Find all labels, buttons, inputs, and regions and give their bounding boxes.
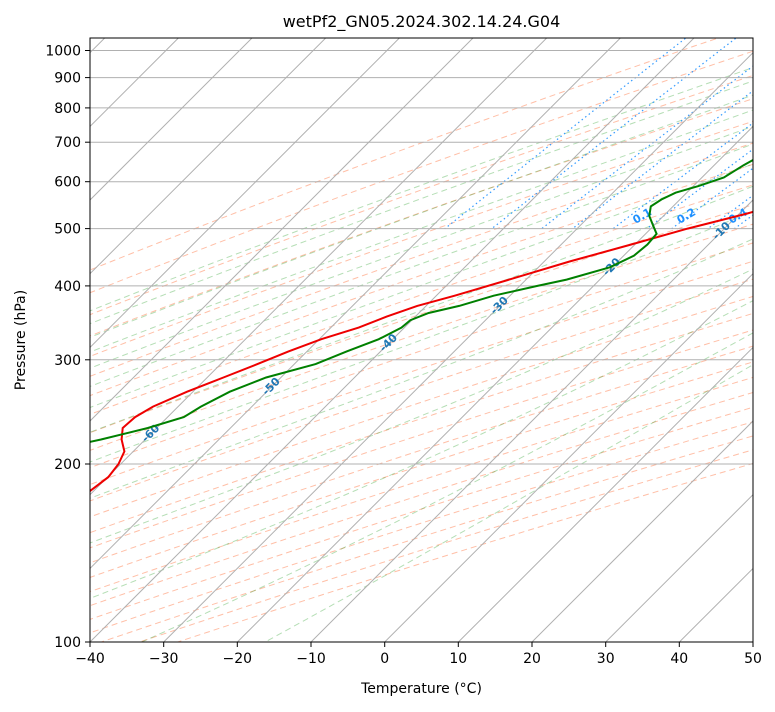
moist-adiabat xyxy=(90,210,753,463)
isotherm-line xyxy=(604,493,753,642)
isotherm-line xyxy=(90,38,622,570)
isotherm-line xyxy=(457,346,753,642)
mixing-ratio-line xyxy=(707,194,753,230)
dry-adiabat xyxy=(90,329,753,549)
moist-adiabat xyxy=(264,364,753,642)
y-tick-label: 900 xyxy=(54,71,81,87)
moist-adiabats xyxy=(90,66,753,642)
isotherm-line xyxy=(90,38,548,496)
dry-adiabat xyxy=(99,435,753,642)
y-tick-label: 400 xyxy=(54,279,81,295)
x-tick-label: 0 xyxy=(380,651,389,667)
isotherm-line xyxy=(90,38,474,422)
moist-adiabat xyxy=(141,332,753,642)
isotherm-line xyxy=(90,38,401,349)
isotherm-line xyxy=(531,420,753,642)
x-tick-label: −40 xyxy=(75,651,105,667)
y-tick-label: 500 xyxy=(54,222,81,238)
x-tick-label: 30 xyxy=(597,651,615,667)
isotherm-line xyxy=(162,51,753,642)
dry-adiabat xyxy=(90,184,753,415)
y-tick-label: 1000 xyxy=(45,44,81,60)
profile-series xyxy=(90,158,753,493)
x-axis-label: Temperature (°C) xyxy=(360,681,482,697)
moist-adiabat xyxy=(90,80,753,325)
x-tick-label: 20 xyxy=(523,651,541,667)
temperature-profile-line xyxy=(90,210,753,493)
dry-adiabat xyxy=(90,98,753,337)
moist-adiabat xyxy=(90,66,753,312)
dry-adiabat xyxy=(90,345,753,564)
moist-adiabat xyxy=(90,185,753,433)
x-tick-label: 40 xyxy=(670,651,688,667)
dry-adiabat xyxy=(90,74,753,316)
dry-adiabat xyxy=(90,223,753,451)
mixing-ratio-lines xyxy=(444,38,753,230)
isotherm-line xyxy=(310,199,753,642)
mixing-ratio-line xyxy=(572,90,753,230)
x-tick-label: −10 xyxy=(296,651,326,667)
x-tick-label: 10 xyxy=(449,651,467,667)
isotherm-line xyxy=(90,38,327,275)
isotherm-grid xyxy=(90,38,753,642)
moist-adiabat xyxy=(90,125,753,369)
y-tick-label: 700 xyxy=(54,135,81,151)
dry-adiabat xyxy=(90,421,753,634)
dry-adiabat xyxy=(90,204,753,434)
dry-adiabats xyxy=(90,38,753,642)
y-axis-label: Pressure (hPa) xyxy=(13,290,29,390)
moist-adiabat xyxy=(90,143,753,388)
x-tick-label: 50 xyxy=(744,651,762,667)
dry-adiabat xyxy=(138,449,753,642)
y-tick-label: 200 xyxy=(54,457,81,473)
y-tick-label: 800 xyxy=(54,101,81,117)
dry-adiabat xyxy=(90,260,753,486)
mixing-ratio-line xyxy=(646,148,753,230)
chart-title: wetPf2_GN05.2024.302.14.24.G04 xyxy=(283,12,561,32)
x-tick-label: −20 xyxy=(223,651,253,667)
y-tick-label: 100 xyxy=(54,635,81,651)
dry-adiabat xyxy=(90,242,753,469)
x-tick-label: −30 xyxy=(149,651,179,667)
plot-frame xyxy=(89,37,754,643)
isotherm-line xyxy=(90,38,253,201)
dry-adiabat xyxy=(90,361,753,578)
x-axis-ticks: −40 −30 −20 −10 0 10 20 30 40 50 xyxy=(75,642,762,667)
pressure-grid xyxy=(90,50,753,642)
isotherm-line xyxy=(383,272,753,642)
moist-adiabat xyxy=(90,94,753,338)
y-tick-label: 600 xyxy=(54,175,81,191)
y-axis-ticks: 100 200 300 400 500 600 700 800 900 1000 xyxy=(45,44,90,651)
dewpoint-profile-line xyxy=(90,158,753,443)
isotherm-line xyxy=(90,38,695,642)
dry-adiabat xyxy=(90,50,753,294)
y-tick-label: 300 xyxy=(54,353,81,369)
mixing-ratio-line xyxy=(541,65,753,230)
isotherm-line xyxy=(236,125,753,642)
moist-adiabat xyxy=(90,109,753,353)
dry-adiabat xyxy=(90,376,753,593)
